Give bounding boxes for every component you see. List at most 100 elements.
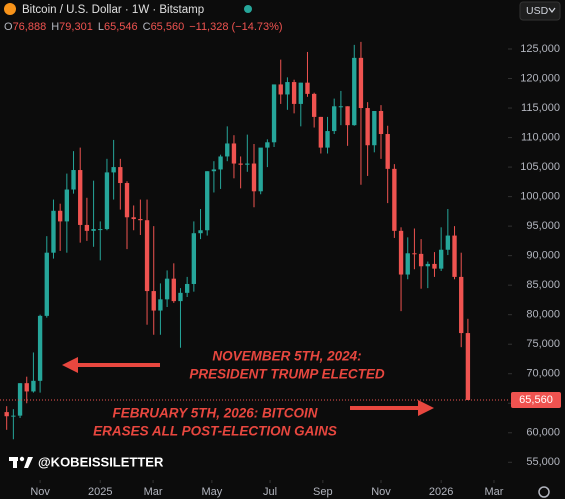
candle-body [184,283,190,293]
y-tick-label: 75,000 [526,338,560,350]
candle-body [258,147,263,192]
candle-body [245,163,250,165]
candle-body [64,189,70,222]
candle-body [418,253,424,267]
ohlc-legend: O76,888 H79,301 L65,546 C65,560 −11,328 (−14… [4,21,283,33]
x-tick-label: Mar [484,486,503,498]
watermark: @KOBEISSILETTER [38,454,164,469]
candle-body [111,167,116,173]
candle-body [325,131,330,148]
candle-body [131,217,136,220]
x-tick-label: Sep [313,486,333,498]
arrow-head [418,400,434,416]
x-tick-label: May [201,486,222,498]
candle-body [345,106,350,126]
dropdown-arrow [548,7,556,13]
candle-body [291,82,297,104]
candle-body [318,116,324,148]
candle-body [11,415,16,417]
candle-body [298,82,303,104]
candle-body [205,171,210,231]
candle-body [238,163,243,165]
candle-body [91,229,96,231]
candle-body [271,84,277,143]
candle-body [178,292,183,302]
candle-body [398,230,404,275]
candle-body [412,253,417,255]
annotation-text: PRESIDENT TRUMP ELECTED [189,367,385,382]
y-tick-label: 125,000 [520,43,560,55]
candle-body [231,143,237,164]
candle-body [104,172,110,230]
candle-body [211,169,217,172]
bitcoin-icon [4,3,16,15]
ohlc-value: 65,560 [151,21,185,33]
x-tick-label: Jul [263,486,277,498]
candle-body [164,278,170,300]
candle-body [218,156,223,170]
x-tick-label: 2026 [429,486,453,498]
candle-body [445,235,451,250]
candle-body [44,252,49,316]
ohlc-change: −11,328 (−14.73%) [189,21,282,33]
candle-body [138,219,143,221]
candle-body [432,263,437,269]
candle-body [37,315,43,381]
candle-body [251,163,257,192]
y-tick-label: 85,000 [526,279,560,291]
ohlc-key: L [98,21,104,33]
settings-icon[interactable] [538,486,550,498]
candle-body [392,168,397,231]
currency-button[interactable] [519,1,561,21]
last-price-label: 65,560 [519,394,553,406]
candle-body [24,383,29,392]
annotation-text: FEBRUARY 5TH, 2026: BITCOIN [112,406,317,421]
annotation-text: ERASES ALL POST-ELECTION GAINS [93,424,337,439]
tradingview-logo [9,456,33,468]
candle-body [151,291,156,311]
candle-body [425,263,430,267]
x-tick-label: 2025 [88,486,112,498]
ohlc-value: 65,546 [104,21,138,33]
ohlc-value: 79,301 [59,21,93,33]
status-dot [244,5,252,13]
candle-body [118,167,123,184]
candle-body [305,82,310,94]
candle-body [84,224,90,231]
plot-area [0,41,508,440]
candle-body [71,170,76,190]
candle-body [225,143,230,157]
y-tick-label: 80,000 [526,309,560,321]
ohlc-value: 76,888 [13,21,47,33]
candle-body [372,110,377,146]
candle-body [438,249,444,269]
candle-body [385,134,390,169]
arrow-head [62,357,78,373]
candle-body [78,170,83,225]
candle-body [265,142,270,148]
candle-body [17,383,23,416]
y-tick-label: 55,000 [526,456,560,468]
candle-body [31,380,36,392]
candle-body [332,106,337,132]
y-tick-label: 95,000 [526,220,560,232]
y-tick-label: 110,000 [521,131,560,143]
candle-body [378,110,384,135]
candle-body [365,108,370,146]
ohlc-key: C [143,21,151,33]
candle-body [191,233,197,284]
chart-title: Bitcoin / U.S. Dollar · 1W · Bitstamp [22,4,204,16]
candle-body [57,210,63,222]
candle-body [198,230,203,234]
x-tick-label: Mar [144,486,163,498]
candle-body [465,333,471,400]
y-tick-label: 60,000 [526,427,560,439]
last-price-tag [511,391,561,408]
annotation-text: NOVEMBER 5TH, 2024: [212,349,361,364]
y-tick-label: 115,000 [521,102,560,114]
y-tick-label: 90,000 [526,250,560,262]
candle-body [278,84,283,95]
candle-body [124,183,130,218]
candle-body [4,412,9,417]
